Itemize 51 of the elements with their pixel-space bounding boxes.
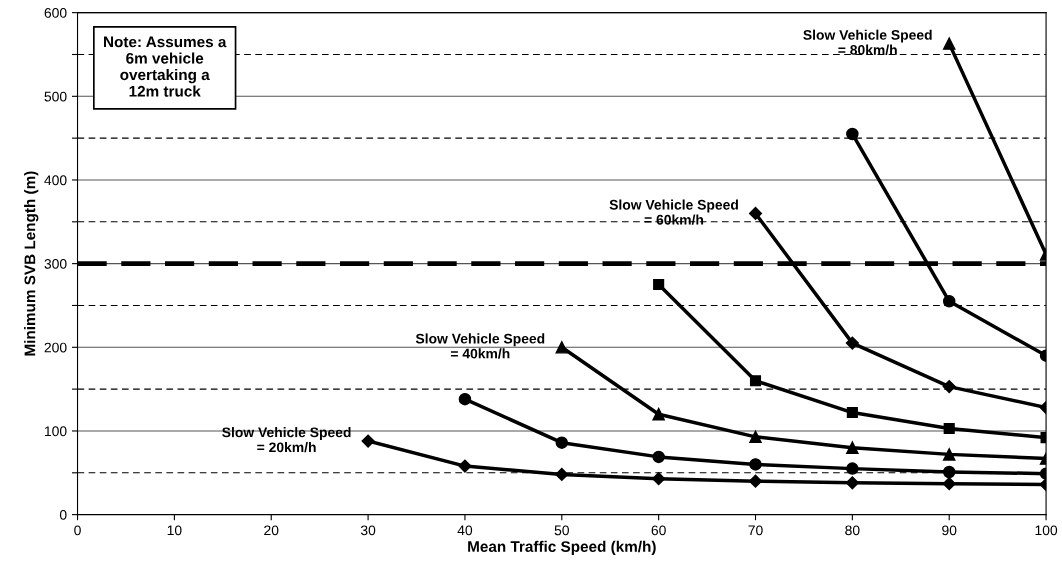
y-tick-label: 0 [59, 509, 67, 520]
y-tick-label: 500 [44, 91, 67, 102]
point [846, 441, 859, 454]
point [846, 462, 859, 475]
y-tick-label: 400 [44, 175, 67, 186]
point [846, 407, 858, 419]
point [942, 465, 956, 479]
x-tick-label: 30 [360, 525, 376, 536]
y-tick-label: 300 [44, 258, 67, 269]
y-tick-label: 100 [45, 426, 67, 437]
x-tick-label: 10 [167, 525, 182, 536]
point [748, 474, 763, 488]
point [555, 341, 569, 354]
point [555, 436, 569, 449]
point [845, 336, 859, 350]
point [943, 422, 955, 435]
x-tick-label: 50 [554, 525, 569, 536]
point [942, 295, 956, 308]
x-tick-label: 80 [845, 525, 860, 536]
x-tick-label: 90 [942, 525, 957, 536]
point [653, 278, 665, 291]
point [749, 430, 762, 444]
y-tick-label: 200 [44, 342, 67, 353]
point [846, 127, 859, 141]
y-tick-label: 600 [44, 7, 67, 18]
y-axis-title: Minimum SVB Length (m) [24, 171, 39, 356]
series-label: Slow Vehicle Speed = 40km/h [415, 333, 545, 359]
x-tick-label: 0 [74, 525, 81, 536]
point [652, 472, 666, 486]
x-tick-label: 100 [1035, 525, 1058, 536]
point [845, 476, 859, 490]
series-label: Slow Vehicle Speed = 20km/h [222, 427, 351, 453]
point [942, 380, 956, 394]
point [361, 434, 375, 448]
point [942, 477, 956, 491]
x-tick-label: 20 [264, 525, 279, 536]
point [652, 407, 665, 421]
x-tick-label: 40 [457, 525, 473, 536]
point [749, 458, 762, 471]
x-tick-label: 70 [748, 525, 763, 536]
x-tick-label: 60 [651, 525, 666, 536]
point [942, 448, 956, 461]
point [652, 450, 665, 464]
annotation: Note: Assumes a 6m vehicle overtaking a 12m truck [104, 36, 227, 97]
point [555, 467, 569, 482]
point [748, 206, 763, 221]
point [458, 459, 472, 473]
point [458, 392, 472, 406]
point [749, 375, 762, 387]
series-label: Slow Vehicle Speed = 80km/h [803, 29, 932, 55]
x-axis-title: Mean Traffic Speed (km/h) [468, 540, 656, 556]
